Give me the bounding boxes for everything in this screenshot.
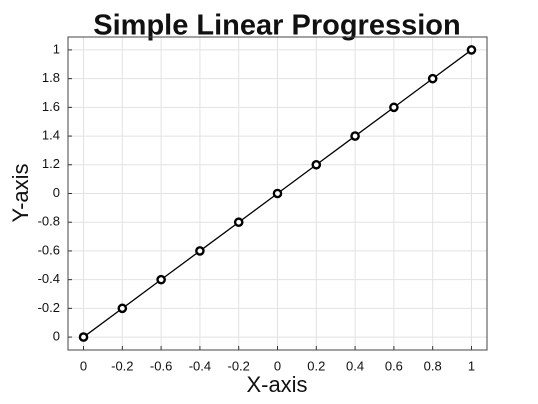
plot-frame	[67, 36, 488, 351]
point	[311, 159, 322, 170]
point	[195, 246, 205, 256]
y-tick-label: 1	[53, 41, 60, 56]
x-tick-label: -0.2	[111, 358, 133, 373]
y-tick-label: 0	[53, 185, 60, 200]
x-tick-label: 0	[274, 358, 281, 373]
y-tick-label: 1.6	[42, 99, 60, 114]
x-tick-label: 1	[468, 358, 475, 373]
y-tick-label: -0.4	[38, 271, 60, 286]
chart-title: Simple Linear Progression	[93, 10, 460, 42]
y-tick-label: -0.6	[38, 242, 60, 257]
point	[156, 274, 166, 285]
point	[78, 332, 89, 342]
x-tick-label: -0.4	[189, 358, 211, 373]
y-tick-label: -0.8	[38, 214, 60, 229]
y-tick-label: -0.2	[38, 300, 60, 315]
x-tick-label: 0.8	[424, 358, 442, 373]
point	[272, 188, 283, 199]
point	[117, 303, 128, 314]
y-tick-label: 1.4	[42, 128, 60, 143]
point	[350, 131, 360, 141]
x-tick-label: 0.6	[385, 358, 403, 373]
x-tick-label: -0.2	[228, 358, 250, 373]
y-tick-label: 1.8	[42, 70, 60, 85]
point	[466, 45, 477, 55]
y-tick-label: 1.2	[42, 156, 60, 171]
point	[389, 102, 399, 113]
y-tick-label: 0	[53, 329, 60, 344]
x-axis-label: X-axis	[246, 372, 307, 397]
y-axis-label: Y-axis	[8, 163, 33, 222]
x-tick-label: 0.4	[346, 358, 364, 373]
x-tick-label: -0.6	[150, 358, 172, 373]
x-tick-label: 0	[80, 358, 87, 373]
point	[427, 73, 438, 84]
x-tick-label: 0.2	[307, 358, 325, 373]
point	[233, 217, 244, 228]
